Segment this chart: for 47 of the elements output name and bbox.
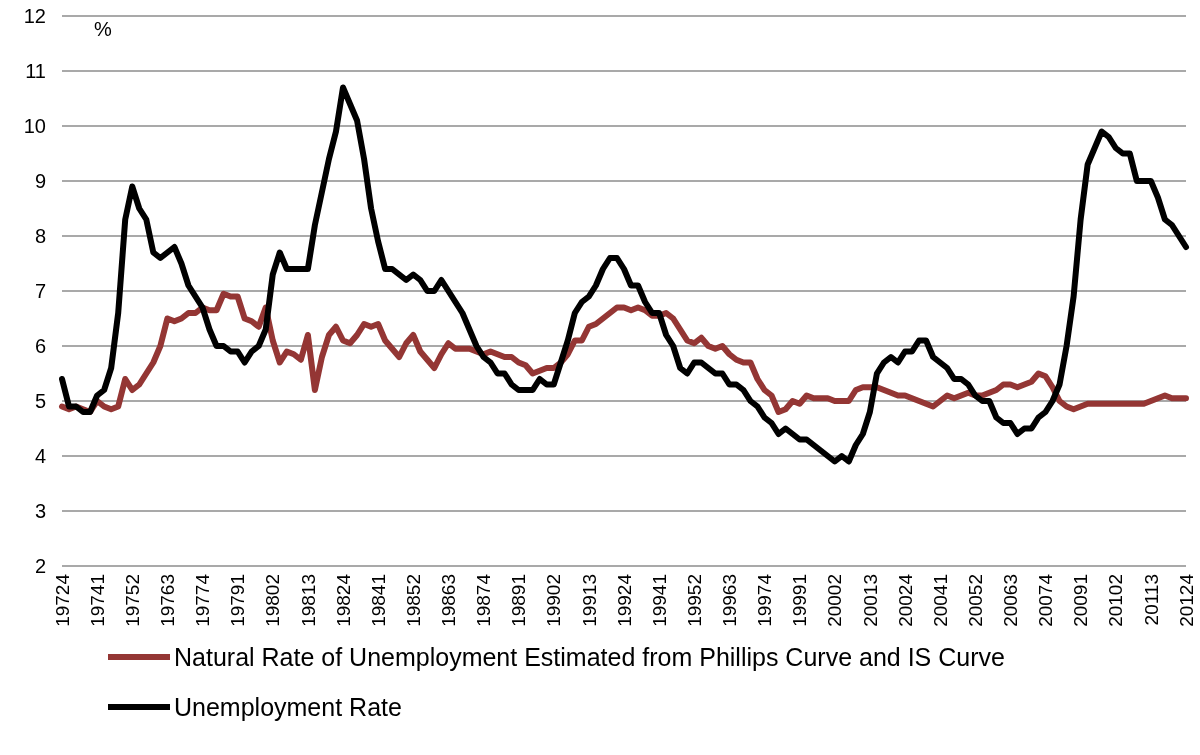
y-tick-label: 4 (34, 445, 46, 467)
x-tick-label: 19891 (508, 574, 530, 627)
x-tick-label: 19963 (719, 574, 741, 627)
x-tick-label: 19741 (86, 574, 108, 627)
x-tick-label: 19902 (543, 574, 565, 627)
y-tick-label: 11 (25, 60, 46, 82)
x-tick-label: 19991 (789, 574, 811, 627)
x-tick-label: 19852 (402, 574, 424, 627)
x-tick-label: 19774 (192, 573, 214, 627)
y-tick-label: 8 (34, 225, 46, 247)
x-tick-label: 19763 (157, 574, 179, 627)
legend-label: Natural Rate of Unemployment Estimated from Phillips Curve and IS Curve (174, 642, 1005, 671)
x-tick-label: 19824 (332, 573, 354, 627)
x-tick-label: 20052 (964, 574, 986, 627)
x-tick-label: 20113 (1140, 574, 1162, 626)
y-tick-label: 10 (23, 115, 46, 137)
y-tick-label: 7 (34, 280, 46, 302)
x-tick-label: 20013 (859, 574, 881, 627)
x-tick-label: 20063 (1000, 574, 1022, 627)
x-tick-label: 19863 (438, 574, 460, 627)
x-tick-label: 19974 (754, 573, 776, 627)
y-axis-title: % (94, 18, 113, 40)
y-tick-label: 6 (34, 335, 46, 357)
x-tick-label: 19724 (51, 573, 73, 627)
x-tick-label: 20074 (1035, 573, 1057, 627)
x-tick-label: 19813 (297, 574, 319, 627)
x-tick-label: 19802 (262, 574, 284, 627)
x-tick-label: 20024 (894, 573, 916, 627)
x-tick-label: 19952 (683, 574, 705, 627)
x-tick-label: 19791 (227, 574, 249, 627)
x-tick-label: 19841 (367, 574, 389, 627)
y-tick-label: 5 (34, 390, 46, 412)
x-tick-label: 20124 (1175, 573, 1197, 627)
x-tick-label: 20002 (824, 574, 846, 627)
x-tick-label: 20102 (1105, 574, 1127, 627)
x-tick-label: 19913 (578, 574, 600, 627)
x-tick-label: 19874 (473, 573, 495, 627)
x-tick-label: 19924 (613, 573, 635, 627)
y-tick-label: 9 (34, 170, 46, 192)
y-tick-label: 12 (23, 5, 46, 27)
y-tick-label: 3 (34, 500, 46, 522)
x-tick-label: 20091 (1070, 574, 1092, 627)
x-tick-label: 20041 (929, 574, 951, 627)
y-tick-label: 2 (34, 555, 46, 577)
x-tick-label: 19752 (121, 574, 143, 627)
x-tick-label: 19941 (648, 574, 670, 627)
legend-label: Unemployment Rate (174, 692, 402, 721)
